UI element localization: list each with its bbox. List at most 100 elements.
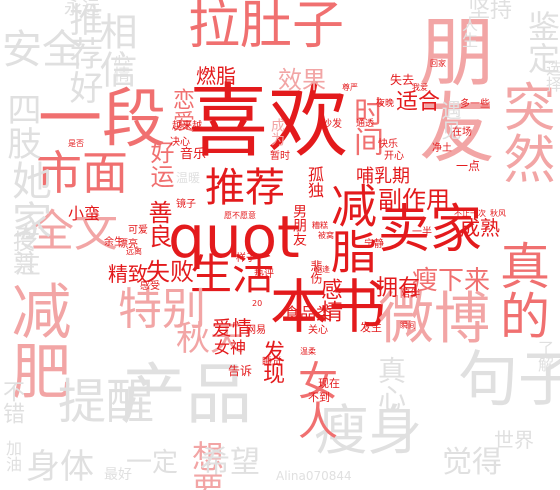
word-cloud-word: 心情	[111, 50, 130, 82]
word-cloud-word: 不到	[308, 391, 330, 404]
word-cloud-word: 瞬间	[400, 321, 416, 330]
word-cloud-word: 一段	[38, 83, 166, 157]
word-cloud-word: 觉得	[442, 445, 502, 480]
word-cloud-word: 最好	[104, 467, 132, 483]
word-cloud-word: 多一些	[460, 99, 490, 110]
word-cloud-word: 是否	[68, 139, 84, 148]
word-cloud-word: 余生	[104, 237, 124, 248]
word-cloud-word: 拥有	[376, 276, 421, 301]
word-cloud-word: 温柔	[300, 347, 316, 356]
word-cloud-word: 越来越	[172, 121, 202, 132]
word-cloud-word: 夜晚	[376, 99, 395, 109]
word-cloud-word: 身体	[26, 447, 94, 487]
word-cloud-word: 遇见	[438, 100, 462, 140]
word-cloud-word: 永远	[64, 0, 100, 19]
word-cloud-word: 卖家	[378, 200, 483, 260]
word-cloud-word: 全文	[30, 206, 118, 257]
word-cloud-word: 音乐	[180, 147, 207, 162]
word-cloud-word: 投票	[9, 230, 34, 274]
word-cloud-word: 样子	[236, 253, 256, 264]
word-cloud-word: 女人	[291, 360, 337, 440]
word-cloud-word: 世界	[494, 428, 534, 452]
word-cloud-word: 孤独	[305, 166, 324, 198]
word-cloud-word: 推荐好	[63, 2, 103, 104]
word-cloud-word: 在场	[452, 127, 472, 138]
word-cloud-word: 坚持	[468, 0, 513, 23]
word-cloud-word: 热评	[254, 269, 274, 280]
word-cloud-word: 女神	[214, 338, 247, 357]
word-cloud-word: 网易	[246, 325, 266, 336]
word-cloud-word: 相信	[93, 12, 137, 88]
word-cloud-word: 了解	[535, 340, 554, 372]
word-cloud-word: 不止一次	[454, 209, 486, 218]
word-cloud-word: 副作用	[378, 186, 450, 214]
word-cloud-word: 拉肚子	[188, 0, 345, 56]
word-cloud-word: 我爱	[412, 83, 428, 92]
word-cloud-word: 决心	[170, 137, 190, 148]
word-cloud-word: 快乐	[378, 139, 398, 150]
word-cloud-word: 告诉	[228, 364, 253, 378]
word-cloud-word: 悲伤	[309, 260, 323, 284]
word-cloud-word: Alina070844	[276, 469, 352, 483]
word-cloud-word: 好运	[146, 140, 174, 188]
word-cloud-word: 男朋友	[291, 204, 307, 246]
word-cloud-word: 成熟	[460, 216, 500, 240]
word-cloud-word: 句子	[458, 345, 560, 415]
word-cloud-word: 通透	[356, 119, 375, 129]
word-cloud-word: 四肢	[1, 92, 41, 160]
word-cloud-word: 镜子	[176, 199, 196, 210]
word-cloud-word: 特别	[118, 284, 206, 335]
word-cloud-word: 真的	[492, 240, 550, 340]
word-cloud-word: 20	[252, 299, 263, 308]
word-cloud-word: 喜欢	[188, 75, 348, 168]
word-cloud-word: 善良	[144, 200, 172, 248]
word-cloud-word: 本书	[270, 273, 387, 341]
word-cloud-word: 温暖	[176, 171, 201, 185]
word-cloud-word: 减脂	[324, 182, 378, 274]
word-cloud-word: 成为	[269, 118, 285, 146]
word-cloud-word: 宁静	[364, 239, 384, 250]
word-cloud-word: 秋天	[176, 319, 244, 359]
word-cloud-word: 希望	[200, 445, 260, 480]
word-cloud-word: 漂亮	[118, 239, 138, 250]
word-cloud-word: 效果	[278, 66, 326, 94]
word-cloud-word: 恋爱	[169, 88, 194, 132]
word-cloud-word: 一定	[126, 448, 179, 478]
word-cloud-word: 睡觉	[262, 357, 282, 368]
word-cloud-word: 突然	[494, 80, 554, 184]
word-cloud-word: 选择	[543, 60, 560, 92]
word-cloud-word: 暂时	[270, 151, 290, 162]
word-cloud-word: 关心	[308, 325, 328, 336]
word-cloud-word: 发生	[360, 321, 382, 334]
word-cloud-word: 被窝	[318, 231, 334, 240]
word-cloud-word: 生活	[190, 250, 275, 299]
word-cloud-word: 时间	[348, 96, 383, 156]
word-cloud-word: 尊严	[342, 83, 358, 92]
word-cloud-word: 加油	[3, 440, 22, 472]
word-cloud-word: 失败	[146, 258, 194, 286]
word-cloud-word: 微博	[378, 287, 490, 352]
word-cloud-word: 净土	[432, 143, 452, 154]
word-cloud-word: 秋风	[490, 209, 506, 218]
word-cloud-word: 小蛮	[68, 204, 101, 223]
word-cloud-word: 一点	[456, 159, 481, 173]
word-cloud-word: 朋友	[406, 12, 495, 164]
word-cloud-word: 不错	[0, 380, 24, 424]
word-cloud-word: 推荐	[205, 165, 285, 211]
word-cloud-word: 陪伴	[400, 289, 420, 300]
word-cloud-word: 可爱	[128, 225, 148, 236]
word-cloud-word: 瘦下来	[412, 266, 491, 296]
word-cloud-word: 人生	[459, 16, 478, 48]
word-cloud-word: 哺乳期	[356, 166, 410, 187]
word-cloud-word: 适合	[396, 90, 441, 115]
word-cloud-word: 感受	[140, 281, 160, 292]
word-cloud-word: 鉴定	[523, 10, 560, 74]
word-cloud-word: 提醒	[58, 374, 155, 430]
word-cloud-word: 远离	[126, 247, 142, 256]
word-cloud-word: 瘦身	[314, 399, 422, 462]
word-cloud-word: quot	[168, 203, 300, 271]
word-cloud-word: 她家	[5, 160, 51, 240]
word-cloud-word: 安全	[2, 27, 82, 73]
word-cloud-word: 产品	[120, 356, 252, 433]
